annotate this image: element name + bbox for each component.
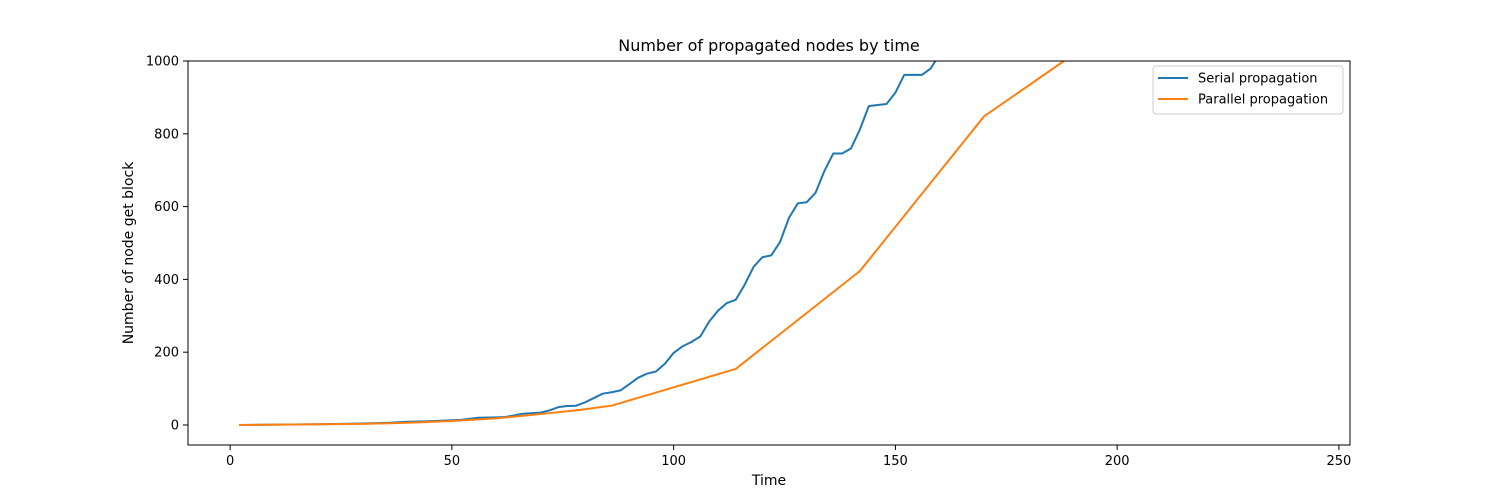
- x-tick-label: 250: [1326, 454, 1351, 469]
- y-tick-label: 400: [154, 273, 179, 288]
- legend-label-serial: Serial propagation: [1198, 72, 1318, 87]
- chart-title: Number of propagated nodes by time: [618, 36, 920, 55]
- series-line-serial-propagation: [238, 61, 937, 426]
- x-tick-label: 100: [661, 454, 686, 469]
- y-tick-label: 800: [154, 127, 179, 142]
- y-axis-label: Number of node get block: [121, 161, 137, 345]
- y-tick-label: 0: [171, 418, 179, 433]
- x-tick-label: 200: [1105, 454, 1130, 469]
- series-line-parallel-propagation: [238, 61, 1065, 426]
- y-tick-label: 1000: [146, 55, 179, 70]
- x-tick-label: 0: [226, 454, 234, 469]
- x-tick-label: 50: [444, 454, 461, 469]
- legend-label-parallel: Parallel propagation: [1198, 93, 1328, 108]
- plot-frame: [187, 60, 1351, 446]
- legend: Serial propagation Parallel propagation: [1152, 65, 1344, 115]
- y-tick-label: 600: [154, 200, 179, 215]
- x-tick-label: 150: [883, 454, 908, 469]
- y-tick-label: 200: [154, 346, 179, 361]
- x-axis-label: Time: [751, 473, 786, 489]
- legend-box: [1152, 65, 1344, 115]
- plot-area: [188, 61, 1350, 445]
